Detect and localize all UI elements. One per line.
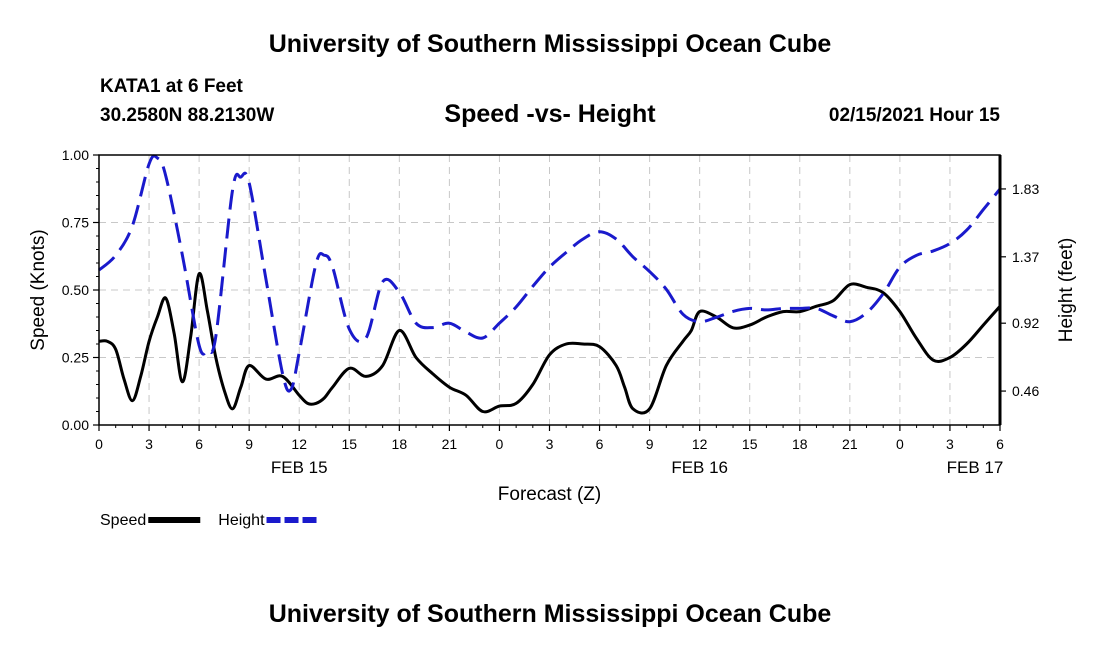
- x-tick-label: 0: [496, 436, 504, 452]
- x-tick-label: 3: [145, 436, 153, 452]
- x-tick-label: 6: [996, 436, 1004, 452]
- x-tick-label: 12: [692, 436, 708, 452]
- x-tick-label: 9: [245, 436, 253, 452]
- y2-tick-label: 1.37: [1012, 249, 1039, 265]
- axes: 0 3 6 9 12 15 18 21 0 3 6 9 12 15 18 21 0 3 6 0.00 0.25 0.50 0…: [28, 147, 1077, 505]
- legend: Speed Height: [100, 512, 319, 529]
- bottom-title: University of Southern Mississippi Ocean…: [268, 600, 832, 628]
- grid: [99, 155, 1000, 425]
- x-tick-label: 0: [896, 436, 904, 452]
- y2-tick-label: 0.46: [1012, 383, 1039, 399]
- y-tick-label: 0.50: [62, 282, 89, 298]
- series-lines: [98, 154, 1002, 415]
- x-tick-label: 21: [842, 436, 858, 452]
- y2-tick-label: 0.92: [1012, 315, 1039, 331]
- top-title: University of Southern Mississippi Ocean…: [268, 30, 832, 58]
- forecast-datetime: 02/15/2021 Hour 15: [828, 105, 1000, 126]
- y-tick-label: 0.75: [62, 215, 89, 231]
- x-tick-label: 21: [442, 436, 458, 452]
- y-tick-label: 0.00: [62, 417, 89, 433]
- x-tick-label: 15: [742, 436, 758, 452]
- x-tick-label: 18: [792, 436, 808, 452]
- legend-label-height: Height: [218, 512, 265, 529]
- x-tick-label: 18: [392, 436, 408, 452]
- x-axis-label: Forecast (Z): [498, 484, 601, 505]
- x-tick-label: 15: [341, 436, 357, 452]
- y-tick-label: 0.25: [62, 350, 89, 366]
- date-label: FEB 15: [271, 458, 328, 477]
- legend-label-speed: Speed: [100, 512, 146, 529]
- station-coordinates: 30.2580N 88.2130W: [100, 105, 275, 126]
- x-tick-label: 6: [596, 436, 604, 452]
- date-label: FEB 16: [671, 458, 728, 477]
- x-tick-label: 9: [646, 436, 654, 452]
- date-label: FEB 17: [947, 458, 1004, 477]
- chart-title: Speed -vs- Height: [444, 100, 656, 128]
- y2-axis-label: Height (feet): [1056, 238, 1077, 343]
- y2-tick-label: 1.83: [1012, 181, 1039, 197]
- speed-series-line: [98, 272, 1002, 415]
- x-tick-label: 3: [946, 436, 954, 452]
- x-tick-label: 6: [195, 436, 203, 452]
- x-tick-label: 3: [546, 436, 554, 452]
- y-axis-label: Speed (Knots): [28, 229, 49, 350]
- y-tick-label: 1.00: [62, 147, 89, 163]
- station-name: KATA1 at 6 Feet: [100, 76, 243, 97]
- x-tick-label: 0: [95, 436, 103, 452]
- x-tick-label: 12: [291, 436, 307, 452]
- height-series-line: [98, 154, 1002, 393]
